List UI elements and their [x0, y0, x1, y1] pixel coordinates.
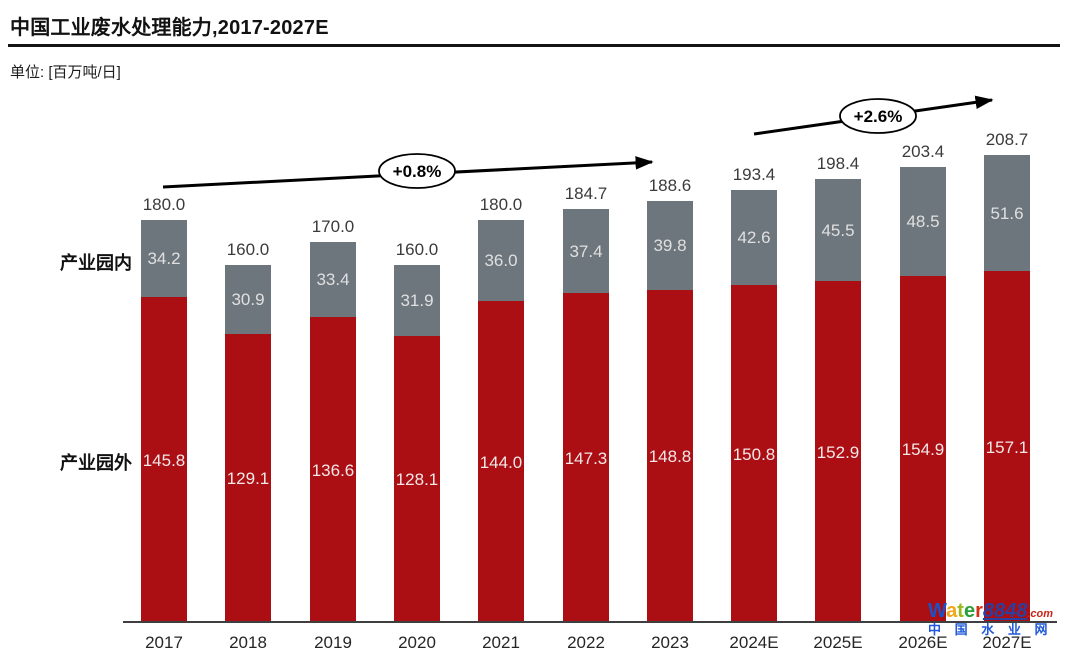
unit-label: 单位: [百万吨/日] [10, 64, 121, 81]
bar-group-2023: 39.8 148.8 [647, 201, 693, 623]
bar-value-inside: 36.0 [484, 251, 518, 270]
bar-value-outside: 154.9 [901, 440, 945, 459]
bar-total-label: 193.4 [732, 165, 776, 184]
bar-value-outside: 150.8 [732, 444, 776, 464]
bar-value-outside: 144.0 [479, 452, 523, 472]
bar-value-inside: 37.4 [569, 241, 603, 261]
bar-value-outside: 157.1 [985, 437, 1029, 457]
bar-group-2019: 33.4 136.6 [310, 242, 356, 623]
bar-value-outside: 147.3 [564, 448, 608, 468]
bar-segment-inside: 37.4 [563, 209, 609, 293]
bar-segment-outside: 129.1 [225, 334, 271, 623]
bar-value-inside: 45.5 [821, 220, 855, 240]
bar-value-inside: 51.6 [990, 203, 1024, 223]
legend-label-inside: 产业园内 [60, 253, 132, 273]
bar-group-2024E: 42.6 150.8 [731, 190, 777, 623]
bar-total-label: 198.4 [816, 154, 860, 173]
bar-total-label: 203.4 [901, 142, 945, 161]
bar-segment-outside: 148.8 [647, 290, 693, 623]
bar-segment-outside: 154.9 [900, 276, 946, 623]
bar-group-2025E: 45.5 152.9 [815, 179, 861, 623]
x-axis-label: 2019 [314, 633, 352, 652]
title-divider [8, 44, 1060, 47]
bar-group-2021: 36.0 144.0 [478, 220, 524, 623]
bar-value-outside: 145.8 [142, 450, 186, 470]
x-axis-label: 2023 [651, 633, 689, 652]
watermark: Water8848.com 中 国 水 业 网 [928, 601, 1067, 637]
bar-segment-inside: 33.4 [310, 242, 356, 317]
x-axis-label: 2024E [729, 633, 779, 652]
bar-total-label: 160.0 [395, 240, 439, 259]
bar-segment-outside: 136.6 [310, 317, 356, 623]
bar-segment-outside: 157.1 [984, 271, 1030, 623]
bar-segment-outside: 147.3 [563, 293, 609, 623]
bar-segment-inside: 42.6 [731, 190, 777, 285]
bar-group-2020: 31.9 128.1 [394, 265, 440, 623]
bar-value-inside: 30.9 [231, 290, 265, 309]
bar-value-outside: 148.8 [648, 447, 692, 466]
bar-value-inside: 48.5 [906, 212, 940, 231]
bar-value-inside: 33.4 [316, 270, 350, 289]
bar-total-label: 180.0 [142, 195, 186, 214]
bar-segment-inside: 30.9 [225, 265, 271, 334]
watermark-brand-word: Water [928, 600, 983, 622]
bar-segment-inside: 45.5 [815, 179, 861, 281]
x-axis-label: 2017 [145, 633, 183, 652]
legend-label-outside: 产业园外 [60, 453, 132, 473]
watermark-brand: Water8848.com [928, 601, 1067, 622]
bar-value-inside: 39.8 [653, 236, 687, 255]
bar-segment-inside: 36.0 [478, 220, 524, 301]
bar-segment-inside: 51.6 [984, 155, 1030, 271]
bar-segment-inside: 48.5 [900, 167, 946, 276]
x-axis-line [123, 621, 1057, 623]
bar-value-outside: 136.6 [311, 460, 355, 480]
bar-group-2027E: 51.6 157.1 [984, 155, 1030, 623]
bar-segment-outside: 145.8 [141, 297, 187, 623]
page-title: 中国工业废水处理能力,2017-2027E [10, 17, 329, 39]
x-axis-label: 2020 [398, 633, 436, 652]
bar-value-outside: 152.9 [816, 442, 860, 462]
bar-total-label: 184.7 [564, 184, 608, 203]
x-axis-label: 2022 [567, 633, 605, 652]
x-axis-label: 2027E [982, 633, 1032, 652]
bar-group-2022: 37.4 147.3 [563, 209, 609, 623]
watermark-brand-tld: .com [1027, 608, 1054, 620]
bar-value-outside: 129.1 [226, 469, 270, 488]
bar-value-inside: 34.2 [147, 249, 181, 268]
bar-total-label: 180.0 [479, 195, 523, 214]
x-axis-label: 2026E [898, 633, 948, 652]
bar-segment-inside: 39.8 [647, 201, 693, 290]
bar-value-inside: 31.9 [400, 291, 434, 310]
x-axis-label: 2025E [813, 633, 863, 652]
bar-group-2026E: 48.5 154.9 [900, 167, 946, 623]
bar-segment-outside: 144.0 [478, 301, 524, 623]
bar-segment-inside: 31.9 [394, 265, 440, 336]
bar-group-2018: 30.9 129.1 [225, 265, 271, 623]
x-axis-label: 2018 [229, 633, 267, 652]
bar-total-label: 160.0 [226, 240, 270, 259]
bar-segment-outside: 150.8 [731, 285, 777, 623]
bar-segment-outside: 152.9 [815, 281, 861, 623]
bar-total-label: 188.6 [648, 176, 692, 195]
watermark-subtitle: 中 国 水 业 网 [928, 622, 1053, 637]
bar-total-label: 208.7 [985, 130, 1029, 149]
watermark-brand-number: 8848 [982, 600, 1028, 622]
bar-value-inside: 42.6 [737, 228, 771, 247]
bar-group-2017: 34.2 145.8 [141, 220, 187, 623]
bar-segment-outside: 128.1 [394, 336, 440, 623]
x-axis-label: 2021 [482, 633, 520, 652]
bar-segment-inside: 34.2 [141, 220, 187, 297]
bar-total-label: 170.0 [311, 217, 355, 236]
bar-value-outside: 128.1 [395, 470, 439, 489]
